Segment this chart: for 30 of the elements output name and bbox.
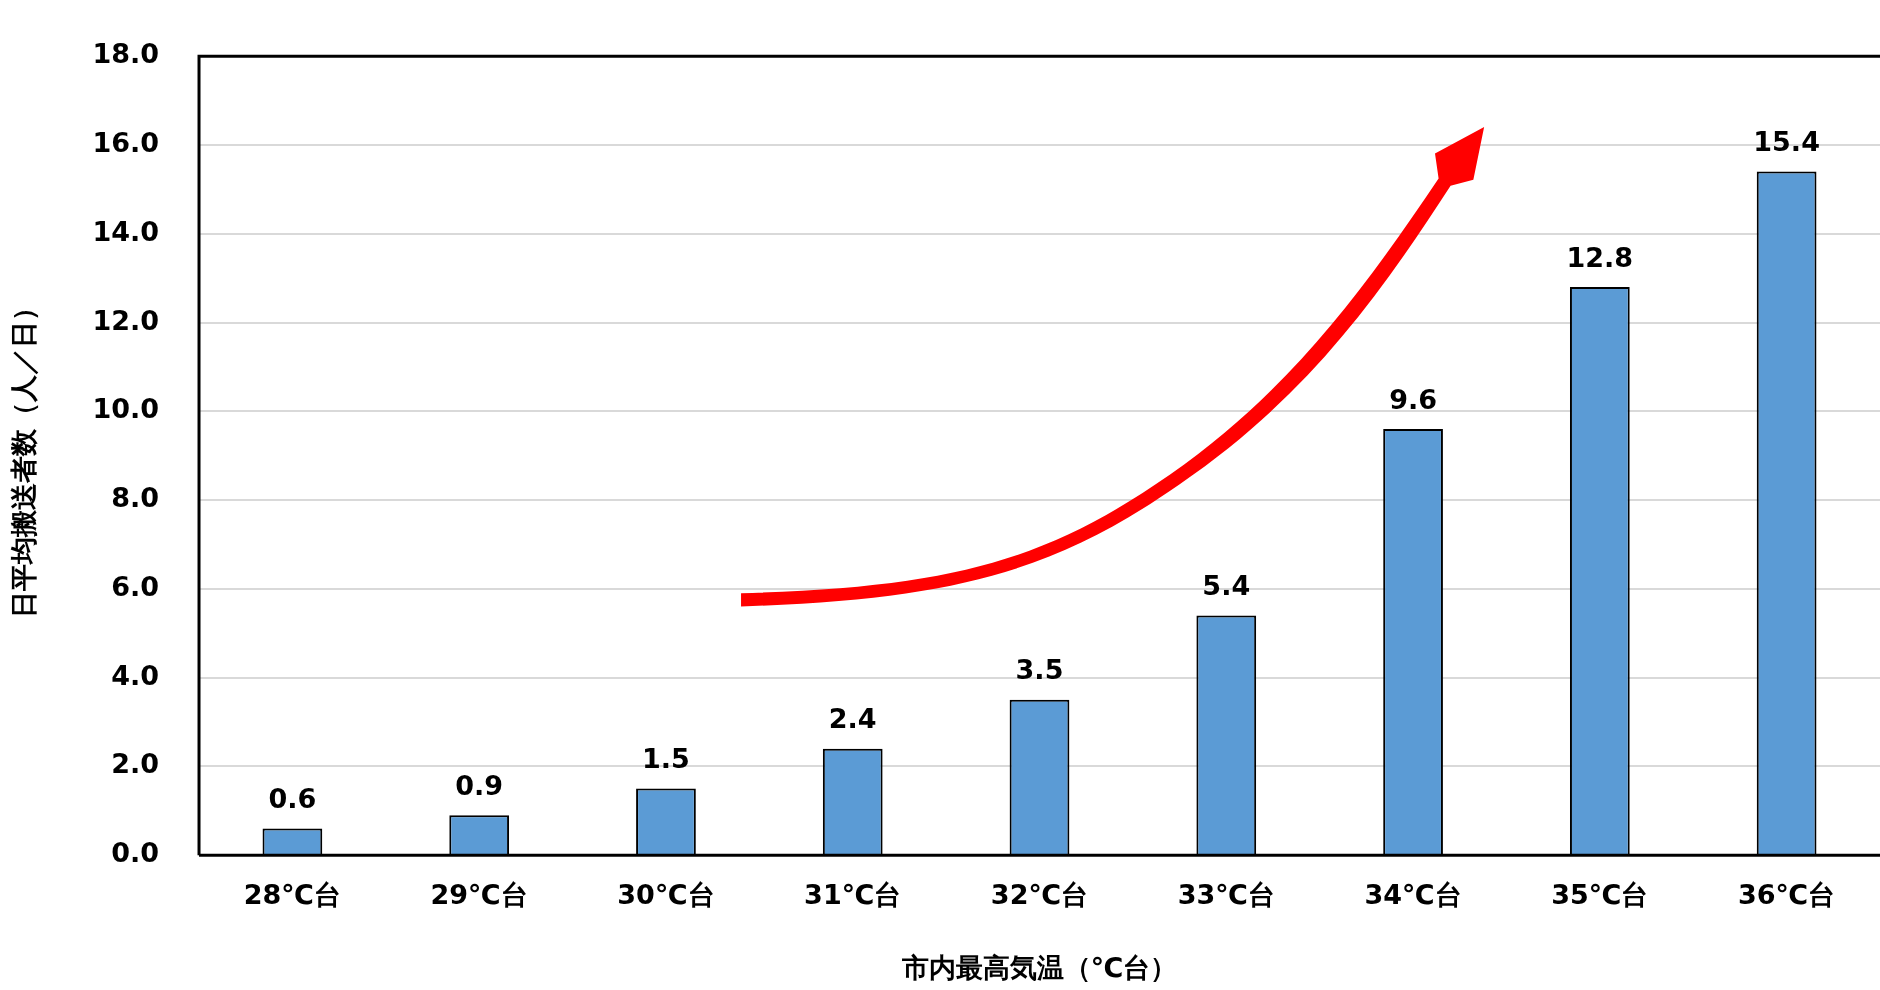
data-label: 0.9 (455, 769, 504, 801)
data-label: 3.5 (1015, 654, 1064, 686)
y-tick-label: 18.0 (92, 38, 160, 70)
data-label: 2.4 (828, 703, 877, 735)
data-label: 1.5 (642, 743, 690, 775)
x-tick-label: 34℃台 (1364, 879, 1462, 911)
y-axis-title: 日平均搬送者数（人／日） (8, 293, 40, 618)
y-tick-label: 6.0 (111, 570, 160, 602)
x-tick-label: 36℃台 (1737, 879, 1836, 911)
y-tick-label: 0.0 (111, 837, 160, 869)
data-label: 5.4 (1202, 570, 1251, 602)
y-tick-label: 8.0 (111, 482, 160, 514)
y-tick-label: 10.0 (92, 393, 160, 425)
x-tick-label: 32℃台 (990, 879, 1089, 911)
x-tick-label: 30℃台 (617, 879, 715, 911)
data-label: 9.6 (1389, 383, 1437, 415)
x-tick-label: 33℃台 (1177, 879, 1275, 911)
x-tick-label: 31℃台 (804, 879, 902, 911)
x-axis-title: 市内最高気温（℃台） (900, 951, 1178, 983)
x-tick-label: 28℃台 (243, 879, 342, 911)
y-tick-label: 4.0 (111, 659, 160, 691)
x-tick-label: 35℃台 (1551, 879, 1649, 911)
data-label: 15.4 (1753, 126, 1820, 158)
y-tick-label: 16.0 (92, 126, 160, 158)
x-tick-label: 29℃台 (430, 879, 528, 911)
y-tick-label: 2.0 (111, 748, 160, 780)
y-tick-label: 14.0 (92, 215, 160, 247)
data-label: 12.8 (1566, 241, 1634, 273)
data-label: 0.6 (268, 783, 317, 815)
y-tick-label: 12.0 (92, 304, 160, 336)
